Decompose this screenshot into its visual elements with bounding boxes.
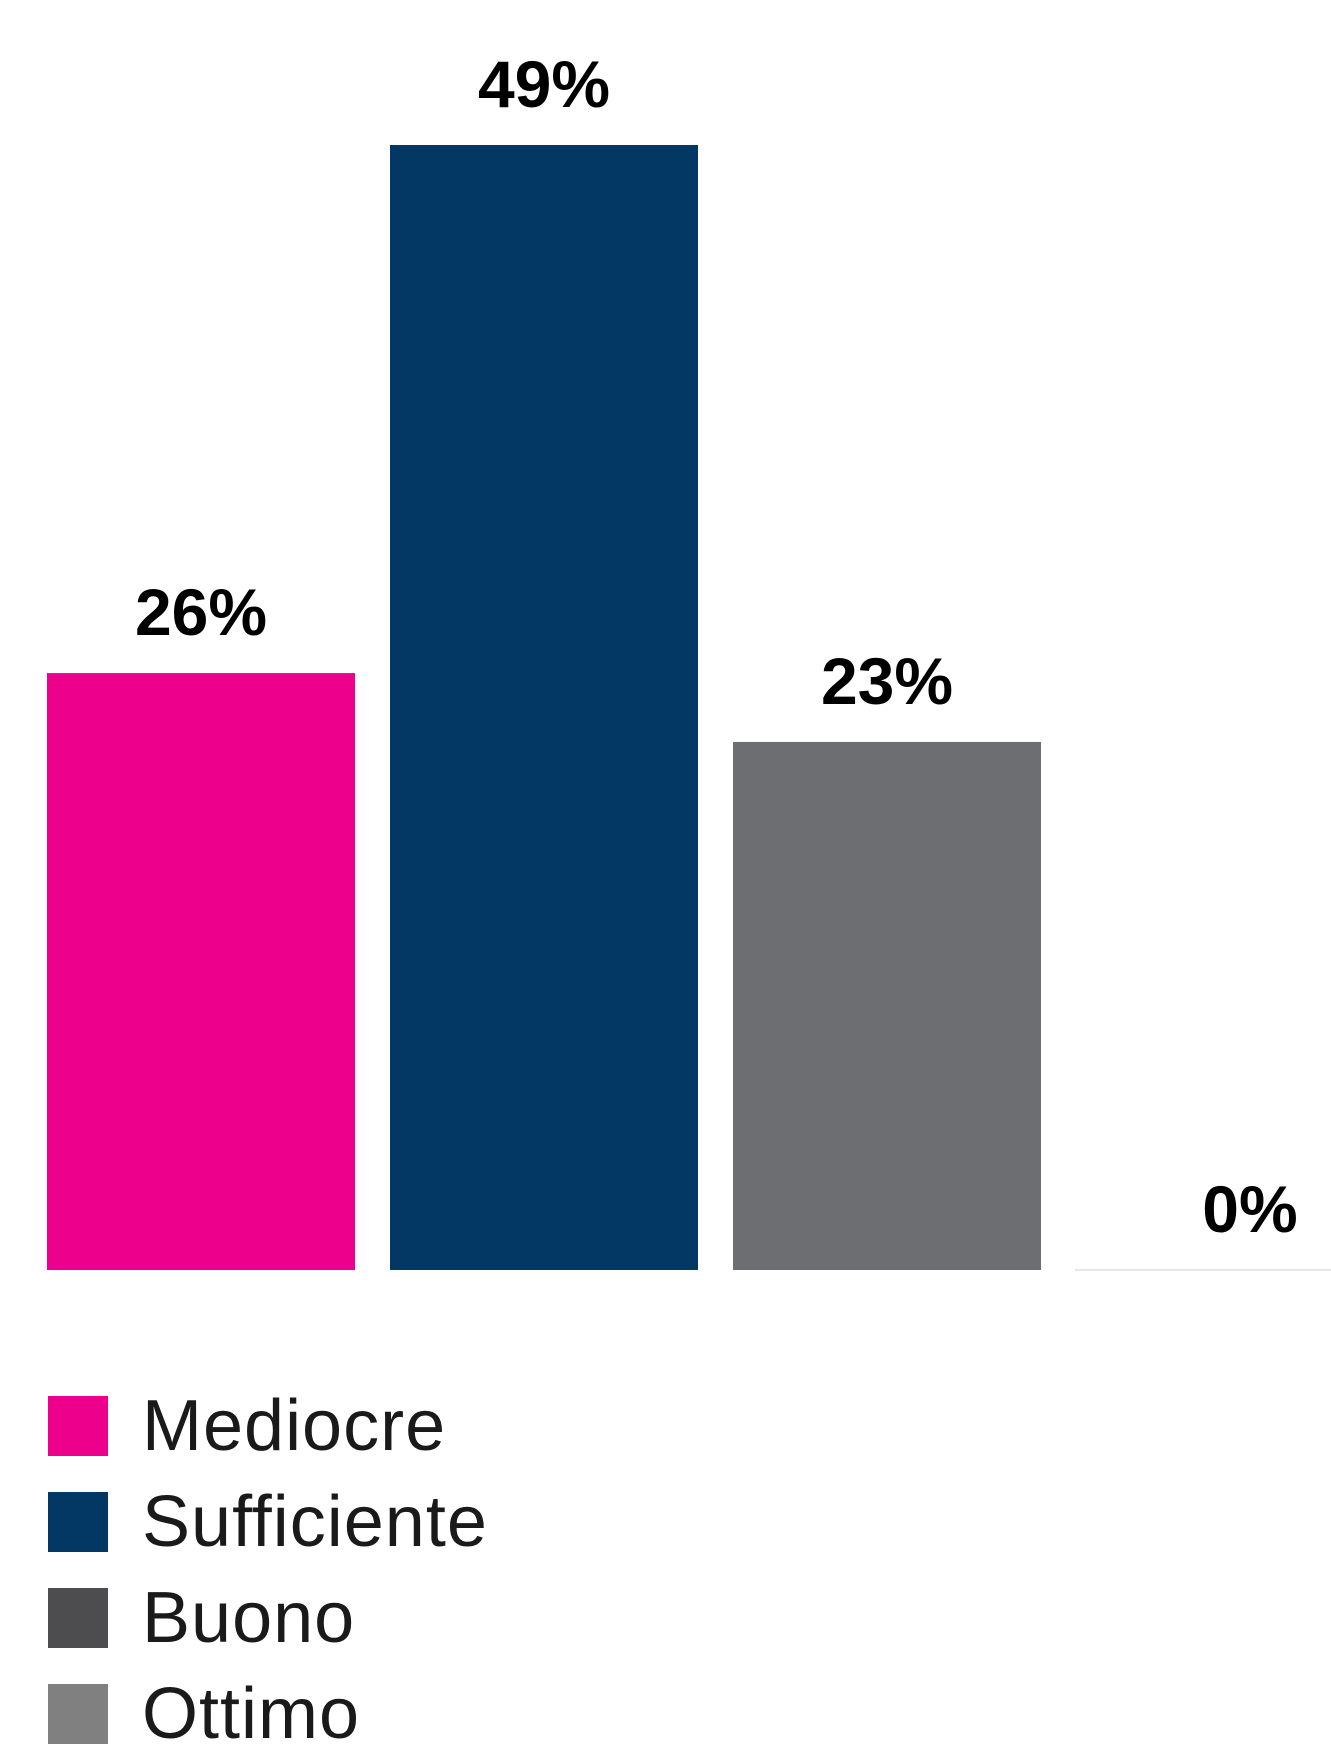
legend-item-buono: Buono: [48, 1570, 488, 1666]
legend-label-mediocre: Mediocre: [142, 1386, 447, 1466]
bar-sufficiente: [390, 145, 698, 1270]
value-label-ottimo: 0%: [1202, 1172, 1297, 1246]
value-label-sufficiente: 49%: [478, 47, 610, 121]
legend-swatch-buono: [48, 1588, 108, 1648]
value-label-buono: 23%: [821, 644, 953, 718]
bar-mediocre: [47, 673, 355, 1270]
legend-swatch-mediocre: [48, 1396, 108, 1456]
legend-swatch-ottimo: [48, 1684, 108, 1744]
legend-swatch-sufficiente: [48, 1492, 108, 1552]
value-labels-group: 26% 49% 23% 0%: [135, 47, 1298, 1246]
legend-label-sufficiente: Sufficiente: [142, 1482, 488, 1562]
legend-item-ottimo: Ottimo: [48, 1666, 488, 1762]
value-label-mediocre: 26%: [135, 575, 267, 649]
legend-item-sufficiente: Sufficiente: [48, 1474, 488, 1570]
bars-group: [47, 145, 1041, 1270]
legend-item-mediocre: Mediocre: [48, 1378, 488, 1474]
legend-label-ottimo: Ottimo: [142, 1674, 361, 1754]
bar-chart: 26% 49% 23% 0%: [47, 47, 1331, 1271]
bar-buono: [733, 741, 1041, 1270]
legend: Mediocre Sufficiente Buono Ottimo: [48, 1378, 488, 1762]
legend-label-buono: Buono: [142, 1578, 356, 1658]
